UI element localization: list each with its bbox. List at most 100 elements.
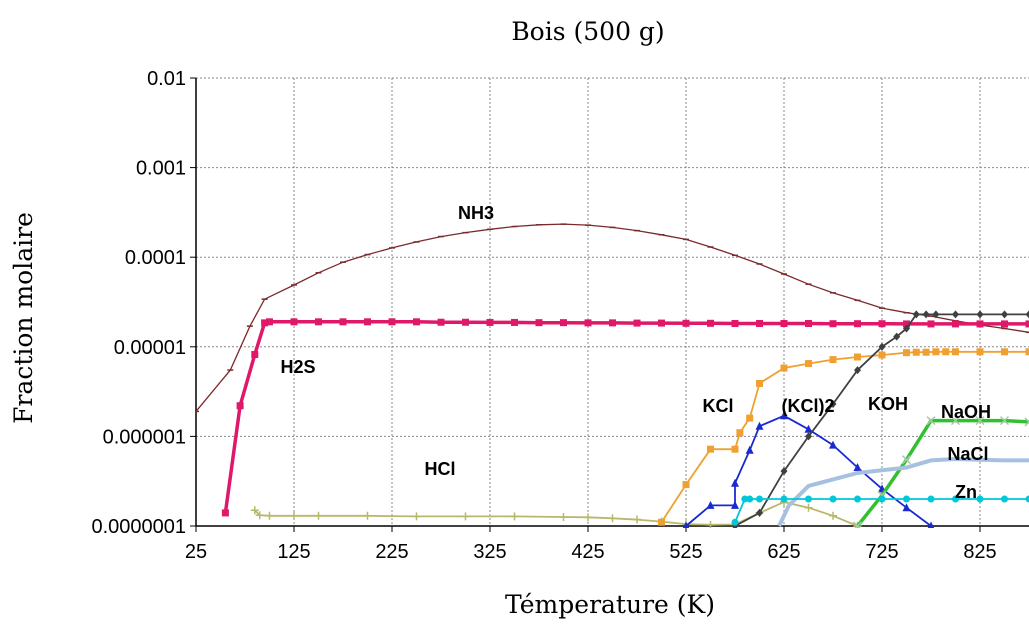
data-point-zn bbox=[952, 495, 959, 503]
data-point-h2s bbox=[1001, 320, 1008, 328]
data-point-h2s bbox=[236, 402, 244, 410]
data-point-kcl-2 bbox=[902, 503, 911, 512]
data-point-kcl bbox=[952, 348, 959, 356]
series-nacl bbox=[777, 456, 1029, 527]
grid bbox=[190, 77, 1029, 532]
data-point-h2s bbox=[315, 318, 322, 326]
data-point-h2s bbox=[731, 319, 739, 327]
data-point-kcl bbox=[912, 348, 920, 356]
data-point-h2s bbox=[952, 320, 959, 328]
data-point-h2s bbox=[290, 318, 298, 326]
data-point-zn bbox=[976, 495, 984, 503]
data-point-h2s bbox=[261, 319, 269, 327]
series-label-nh3: NH3 bbox=[458, 203, 494, 223]
series-label-zn: Zn bbox=[955, 482, 977, 502]
data-point-kcl bbox=[682, 481, 690, 489]
data-point-zn bbox=[829, 495, 837, 503]
series-line-hcl bbox=[254, 501, 858, 527]
data-point-koh bbox=[912, 310, 920, 319]
data-point-kcl-2 bbox=[804, 424, 813, 433]
data-point-koh bbox=[893, 332, 901, 341]
series-line-koh bbox=[734, 313, 1029, 527]
data-point-koh bbox=[854, 366, 861, 375]
x-tick-label: 125 bbox=[277, 541, 310, 563]
series-line-nacl bbox=[777, 456, 1029, 527]
series-label-kcl-2: (KCl)2 bbox=[782, 396, 835, 416]
data-point-kcl bbox=[805, 360, 812, 368]
data-point-koh bbox=[756, 508, 763, 517]
data-point-h2s bbox=[658, 319, 665, 327]
data-point-hcl bbox=[265, 511, 274, 520]
data-point-kcl-2 bbox=[682, 521, 690, 528]
data-point-h2s bbox=[388, 318, 396, 326]
data-point-zn bbox=[741, 495, 749, 503]
series-labels: NH3 H2S HCl KCl (KCl)2 KOH NaOH NaCl Zn bbox=[280, 203, 991, 502]
data-point-koh bbox=[903, 324, 910, 333]
data-point-koh bbox=[780, 467, 788, 476]
x-tick-label: 325 bbox=[473, 541, 506, 563]
x-tick-label: 25 bbox=[185, 541, 207, 563]
y-tick-label: 0.0001 bbox=[125, 247, 186, 269]
series-koh bbox=[731, 310, 1029, 528]
data-point-h2s bbox=[462, 318, 469, 326]
data-point-koh bbox=[878, 342, 886, 351]
data-point-kcl-2 bbox=[755, 421, 764, 430]
data-point-kcl bbox=[976, 348, 984, 356]
data-point-zn bbox=[878, 495, 886, 503]
y-tick-label: 0.0000001 bbox=[91, 516, 186, 538]
data-point-koh bbox=[976, 310, 984, 319]
data-point-hcl bbox=[461, 512, 470, 521]
data-point-h2s bbox=[780, 319, 788, 327]
data-point-naoh bbox=[1024, 417, 1029, 427]
data-point-hcl bbox=[706, 520, 715, 528]
data-point-koh bbox=[932, 310, 940, 319]
data-point-h2s bbox=[609, 319, 616, 327]
series-label-naoh: NaOH bbox=[941, 402, 991, 422]
y-tick-label: 0.001 bbox=[136, 158, 186, 180]
data-point-h2s bbox=[413, 318, 420, 326]
data-point-kcl-2 bbox=[731, 500, 739, 509]
data-point-kcl bbox=[932, 348, 940, 356]
series-h2s bbox=[221, 318, 1029, 517]
series-hcl bbox=[250, 498, 862, 528]
series-zn bbox=[731, 495, 1029, 526]
data-point-hcl bbox=[804, 503, 813, 512]
data-point-kcl-2 bbox=[780, 411, 788, 420]
data-point-kcl-2 bbox=[853, 462, 862, 471]
x-axis-label: Témperature (K) bbox=[505, 590, 715, 619]
data-point-h2s bbox=[976, 320, 984, 328]
data-point-h2s bbox=[633, 319, 641, 327]
series-label-h2s: H2S bbox=[280, 357, 315, 377]
data-point-h2s bbox=[584, 319, 592, 327]
data-point-kcl-2 bbox=[927, 521, 935, 528]
data-point-h2s bbox=[535, 319, 543, 327]
data-point-kcl bbox=[829, 356, 837, 364]
data-point-hcl bbox=[584, 513, 592, 522]
series-nh3 bbox=[196, 223, 1029, 413]
data-point-naoh bbox=[975, 416, 985, 426]
data-point-h2s bbox=[339, 318, 347, 326]
data-point-h2s bbox=[854, 320, 861, 328]
data-point-kcl-2 bbox=[706, 500, 715, 509]
data-point-h2s bbox=[903, 320, 910, 328]
series-line-h2s bbox=[223, 320, 1029, 514]
data-point-h2s bbox=[878, 320, 886, 328]
data-point-zn bbox=[1001, 495, 1008, 503]
y-axis-label: Fraction molaire bbox=[9, 212, 38, 424]
data-point-koh bbox=[1001, 310, 1008, 319]
data-point-hcl bbox=[412, 512, 421, 521]
chart-title: Bois (500 g) bbox=[511, 17, 664, 46]
data-point-kcl-2 bbox=[731, 478, 739, 487]
data-point-koh bbox=[1025, 310, 1029, 319]
data-point-h2s bbox=[756, 319, 763, 327]
data-point-zn bbox=[927, 495, 935, 503]
data-point-hcl bbox=[633, 515, 641, 524]
data-point-hcl bbox=[559, 513, 568, 522]
data-point-naoh bbox=[999, 416, 1010, 426]
x-tick-label: 525 bbox=[669, 541, 702, 563]
data-point-zn bbox=[746, 495, 754, 503]
data-point-zn bbox=[731, 518, 739, 526]
data-point-koh bbox=[829, 399, 837, 408]
series-label-kcl: KCl bbox=[703, 396, 734, 416]
